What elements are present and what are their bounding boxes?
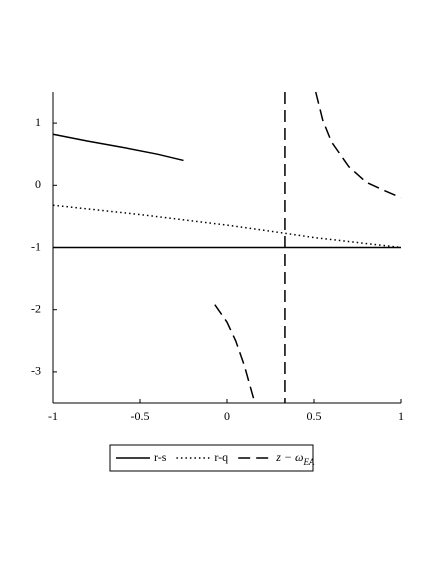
series-line [214, 91, 402, 404]
legend-label: z − ωEA [275, 450, 315, 467]
y-tick-label: -2 [31, 301, 41, 315]
x-tick-label: -1 [48, 409, 58, 423]
series-line [52, 204, 402, 249]
series-line [52, 133, 401, 249]
y-tick-label: 1 [35, 115, 41, 129]
y-tick-label: 0 [35, 177, 41, 191]
x-tick-label: 0 [224, 409, 230, 423]
legend-text: z − ω [275, 450, 303, 464]
y-tick-label: -1 [31, 239, 41, 253]
y-tick-label: -3 [31, 364, 41, 378]
x-tick-label: 0.5 [307, 409, 322, 423]
legend-subscript: EA [302, 457, 314, 467]
x-tick-label: 1 [398, 409, 404, 423]
x-tick-label: -0.5 [131, 409, 150, 423]
legend-label: r-s [154, 450, 167, 464]
legend-label: r-q [214, 450, 228, 464]
